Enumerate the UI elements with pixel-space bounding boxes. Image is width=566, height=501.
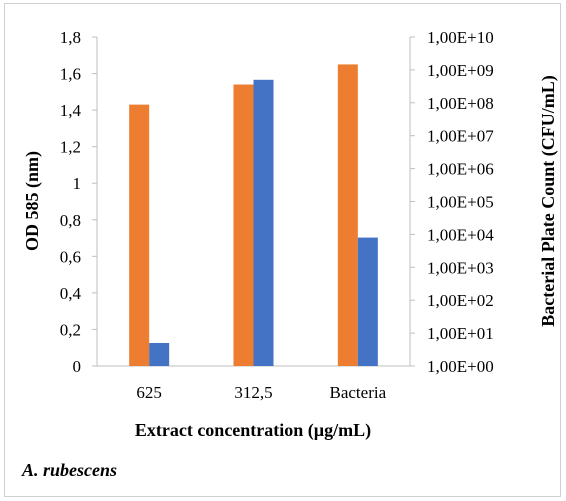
x-tick-label: 625 (136, 383, 162, 402)
right-tick-label: 1,00E+02 (427, 291, 494, 310)
bar-od585-1 (233, 84, 254, 367)
left-y-ticks: 0 0,2 0,4 0,6 0,8 1 1,2 1,4 1,6 1,8 (60, 28, 97, 376)
figure-caption: A. rubescens (21, 460, 117, 480)
x-tick-labels: 625 312,5 Bacteria (136, 383, 386, 402)
right-tick-label: 1,00E+05 (427, 193, 494, 212)
left-tick-label: 0,4 (60, 284, 82, 303)
x-tick-label: Bacteria (330, 383, 387, 402)
right-tick-label: 1,00E+04 (427, 225, 494, 244)
bar-plate-count-2 (357, 237, 378, 366)
bars (129, 64, 378, 367)
right-tick-label: 1,00E+00 (427, 357, 494, 376)
left-tick-label: 1,6 (60, 65, 81, 84)
right-tick-label: 1,00E+10 (427, 28, 494, 47)
right-tick-label: 1,00E+08 (427, 94, 494, 113)
left-tick-label: 1 (73, 174, 82, 193)
x-tick-label: 312,5 (234, 383, 272, 402)
left-tick-label: 1,4 (60, 101, 82, 120)
bar-plate-count-1 (253, 79, 274, 366)
right-tick-label: 1,00E+07 (427, 127, 494, 146)
right-tick-label: 1,00E+03 (427, 258, 494, 277)
left-tick-label: 0,2 (60, 320, 81, 339)
right-tick-label: 1,00E+06 (427, 160, 494, 179)
x-axis-title: Extract concentration (µg/mL) (135, 420, 371, 441)
bar-od585-2 (337, 64, 358, 367)
right-tick-label: 1,00E+09 (427, 61, 494, 80)
right-tick-label: 1,00E+01 (427, 324, 494, 343)
left-tick-label: 0,6 (60, 247, 81, 266)
right-axis-title: Bacterial Plate Count (CFU/mL) (538, 75, 559, 326)
left-tick-label: 0,8 (60, 211, 81, 230)
left-tick-label: 0 (73, 357, 82, 376)
left-axis-title: OD 585 (nm) (22, 151, 43, 251)
left-tick-label: 1,8 (60, 28, 81, 47)
bar-plate-count-0 (149, 343, 170, 366)
right-y-ticks: 1,00E+00 1,00E+01 1,00E+02 1,00E+03 1,00E+04… (410, 28, 494, 376)
left-tick-label: 1,2 (60, 138, 81, 157)
bar-od585-0 (129, 104, 150, 366)
